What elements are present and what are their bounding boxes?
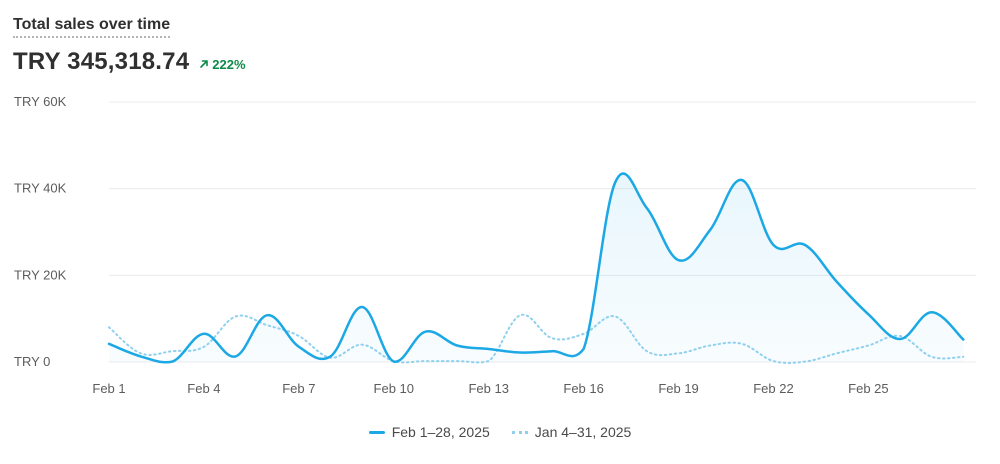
data-point-current[interactable] [295,343,303,351]
series-line-previous[interactable] [108,313,965,364]
data-point-previous[interactable] [611,313,619,321]
data-point-current[interactable] [769,241,777,249]
x-tick-label: Feb 25 [848,381,888,396]
data-point-previous[interactable] [485,357,493,365]
data-point-current[interactable] [421,328,429,336]
data-point-previous[interactable] [295,332,303,340]
data-point-previous[interactable] [864,342,872,350]
total-summary: TRY 345,318.74 222% [13,48,246,76]
data-point-current[interactable] [643,204,651,212]
change-badge: 222% [199,56,246,72]
data-point-previous[interactable] [801,358,809,366]
series-area-current [109,173,964,363]
x-tick-label: Feb 1 [92,381,125,396]
data-point-current[interactable] [358,303,366,311]
arrow-up-right-icon [200,60,209,68]
x-tick-label: Feb 16 [563,381,603,396]
data-point-previous[interactable] [643,347,651,355]
x-axis-labels: Feb 1 Feb 4 Feb 7 Feb 10 Feb 13 Feb 16 Feb 19 F… [92,381,888,396]
legend-label-previous: Jan 4–31, 2025 [534,424,632,440]
legend-item-current[interactable]: Feb 1–28, 2025 [368,424,490,440]
data-point-previous[interactable] [833,349,841,357]
data-point-current[interactable] [928,308,936,316]
x-tick-label: Feb 10 [374,381,414,396]
data-point-previous[interactable] [928,353,936,361]
data-point-current[interactable] [485,345,493,353]
y-tick-label: TRY 40K [14,181,67,196]
data-point-current[interactable] [453,342,461,350]
legend-swatch-dotted [511,430,528,434]
data-point-previous[interactable] [675,349,683,357]
data-point-previous[interactable] [326,354,334,362]
data-point-previous[interactable] [168,347,176,355]
data-point-previous[interactable] [263,321,271,329]
data-point-previous[interactable] [548,334,556,342]
data-point-current[interactable] [105,340,113,348]
data-point-current[interactable] [580,345,588,353]
data-point-current[interactable] [516,348,524,356]
y-tick-label: TRY 20K [14,267,67,282]
data-point-current[interactable] [232,352,240,360]
legend-label-current: Feb 1–28, 2025 [391,424,490,440]
data-point-current[interactable] [833,278,841,286]
data-point-current[interactable] [263,311,271,319]
total-sales-value: TRY 345,318.74 [13,48,190,75]
data-point-previous[interactable] [580,330,588,338]
y-tick-label: TRY 0 [14,354,50,369]
chart-legend: Feb 1–28, 2025 Jan 4–31, 2025 [0,424,1000,440]
data-point-previous[interactable] [390,357,398,365]
data-point-current[interactable] [706,226,714,234]
data-point-previous[interactable] [896,332,904,340]
data-point-previous[interactable] [706,342,714,350]
x-tick-label: Feb 19 [658,381,698,396]
x-tick-label: Feb 4 [187,381,220,396]
x-tick-label: Feb 22 [753,381,793,396]
data-point-previous[interactable] [358,341,366,349]
y-tick-label: TRY 60K [14,94,67,109]
data-point-previous[interactable] [137,349,145,357]
legend-swatch-solid [368,430,385,434]
data-point-current[interactable] [168,358,176,366]
y-axis-labels: TRY 0 TRY 20K TRY 40K TRY 60K [14,94,67,369]
data-point-previous[interactable] [738,340,746,348]
x-tick-label: Feb 13 [468,381,508,396]
data-point-previous[interactable] [421,357,429,365]
data-point-current[interactable] [548,347,556,355]
data-point-previous[interactable] [232,313,240,321]
data-point-current[interactable] [864,310,872,318]
data-point-current[interactable] [611,178,619,186]
data-point-previous[interactable] [200,343,208,351]
data-point-previous[interactable] [769,357,777,365]
data-point-previous[interactable] [453,357,461,365]
data-point-current[interactable] [959,335,967,343]
series-line-current[interactable] [107,172,965,364]
data-point-current[interactable] [801,241,809,249]
change-percent: 222% [212,56,246,72]
data-point-previous[interactable] [516,311,524,319]
data-point-current[interactable] [738,176,746,184]
data-point-previous[interactable] [959,353,967,361]
legend-item-previous[interactable]: Jan 4–31, 2025 [511,424,632,440]
data-point-current[interactable] [200,330,208,338]
x-tick-label: Feb 7 [282,381,315,396]
chart-title[interactable]: Total sales over time [13,16,171,38]
data-point-previous[interactable] [105,323,113,331]
data-point-current[interactable] [675,256,683,264]
